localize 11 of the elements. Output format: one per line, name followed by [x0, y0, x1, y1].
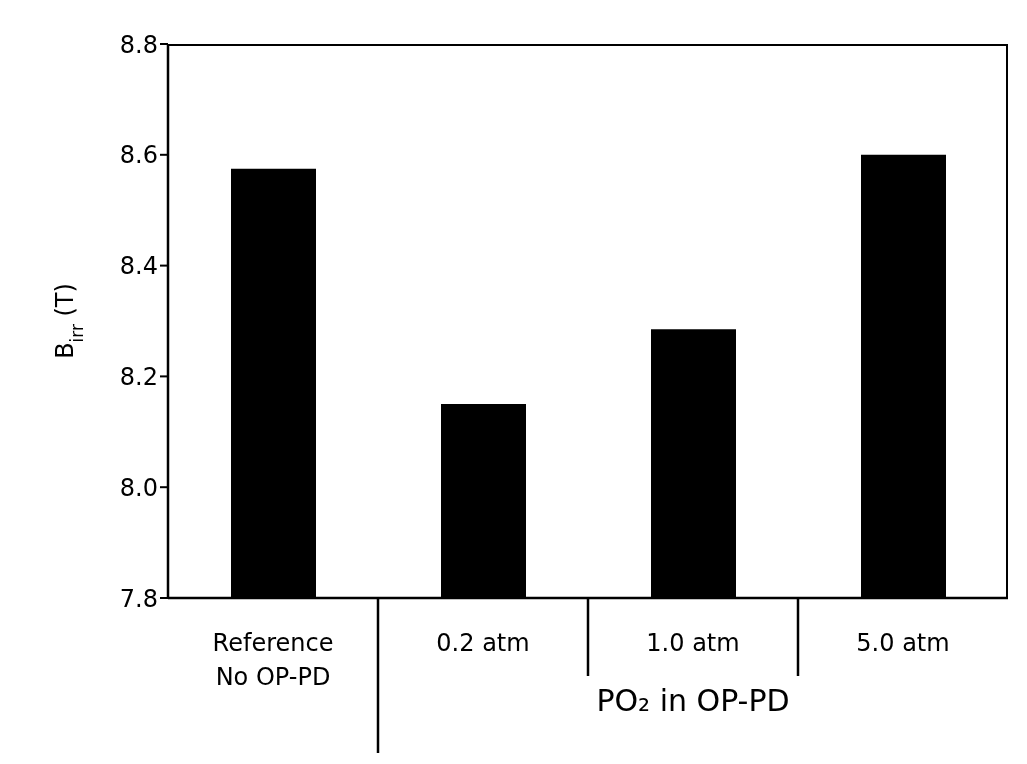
y-tick-label: 8.6	[119, 141, 158, 170]
y-tick-label: 8.8	[119, 30, 158, 59]
x-tick-label: 0.2 atm	[436, 629, 530, 657]
y-tick-label: 8.2	[119, 362, 158, 391]
x-tick-label: 5.0 atm	[856, 629, 950, 657]
y-tick-label: 8.4	[119, 252, 158, 281]
x-tick-label: Reference No OP-PD	[212, 629, 334, 691]
x-tick-label: 1.0 atm	[646, 629, 740, 657]
y-tick-label: 8.0	[119, 473, 158, 502]
x-axis-title: PO₂ in OP-PD	[595, 683, 791, 718]
y-tick-label: 7.8	[119, 584, 158, 613]
